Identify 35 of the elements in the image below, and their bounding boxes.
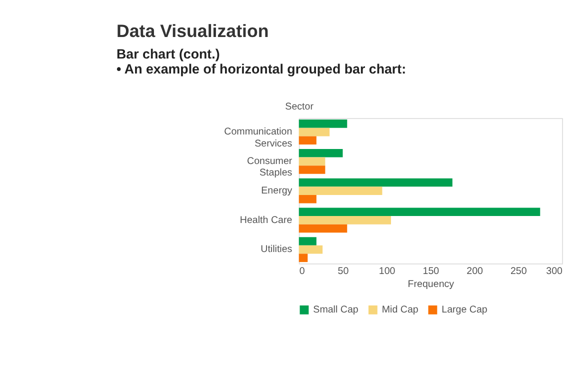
x-tick-label: 150 [422,266,440,277]
bar [298,224,348,233]
legend-label: Mid Cap [382,304,419,316]
bar [298,136,316,145]
x-tick-label: 100 [378,266,396,277]
bar [298,208,540,216]
bar [298,186,382,195]
text: • An example of horizontal grouped bar chart: [116,61,406,76]
bar [298,237,316,246]
bar [298,245,323,254]
y-axis-title: Sector [285,102,314,113]
bar [298,254,308,262]
y-tick-label: Utilities [260,244,292,256]
text: Bar chart (cont.) [116,46,220,62]
chart-title: Data Visualization [116,20,269,41]
bar [298,120,348,128]
bar [298,166,326,174]
y-tick-label: Consumer Staples [246,156,293,179]
x-tick-label: 300 [546,266,564,277]
x-tick-label: 50 [338,266,350,277]
bar [298,157,326,166]
x-tick-label: 200 [466,266,484,277]
y-tick-label: Health Care [240,214,293,226]
bar [298,194,316,204]
x-tick-label: 250 [510,266,528,277]
legend-label: Large Cap [442,304,488,316]
bar [298,128,330,136]
y-tick-label: Energy [261,185,292,196]
bar [298,216,391,224]
bar [298,178,452,187]
bar [298,148,343,158]
y-tick-label: Communication Services [224,126,292,150]
legend-label: Small Cap [313,304,359,316]
x-axis-title: Frequency [408,279,454,290]
x-tick-label: 0 [299,266,306,277]
